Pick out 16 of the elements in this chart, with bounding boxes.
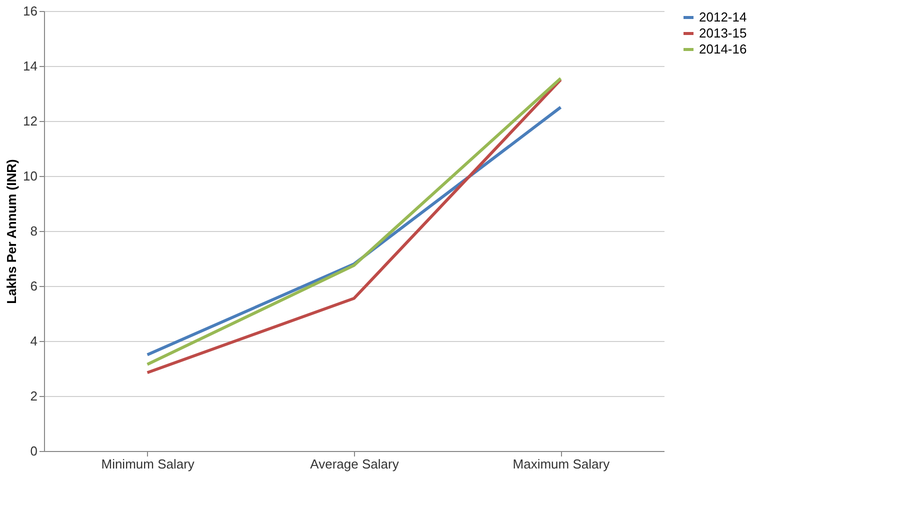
- y-tick-label: 4: [30, 334, 38, 348]
- y-tick-label: 14: [23, 58, 38, 74]
- x-tick-label: Minimum Salary: [101, 456, 195, 472]
- y-tick-label: 2: [30, 388, 38, 404]
- y-tick-label: 6: [30, 278, 38, 294]
- y-tick-label: 10: [23, 168, 38, 184]
- legend-label: 2012-14: [699, 10, 747, 24]
- x-tick-label: Average Salary: [310, 456, 400, 472]
- legend-label: 2014-16: [699, 42, 747, 56]
- legend-label: 2013-15: [699, 26, 747, 40]
- y-tick-label: 16: [23, 4, 38, 18]
- x-tick-label: Maximum Salary: [512, 456, 610, 472]
- y-tick-label: 0: [30, 444, 38, 458]
- y-tick-label: 8: [30, 224, 38, 238]
- y-axis-title: Lakhs Per Annum (INR): [4, 159, 20, 304]
- y-tick-label: 12: [23, 114, 38, 128]
